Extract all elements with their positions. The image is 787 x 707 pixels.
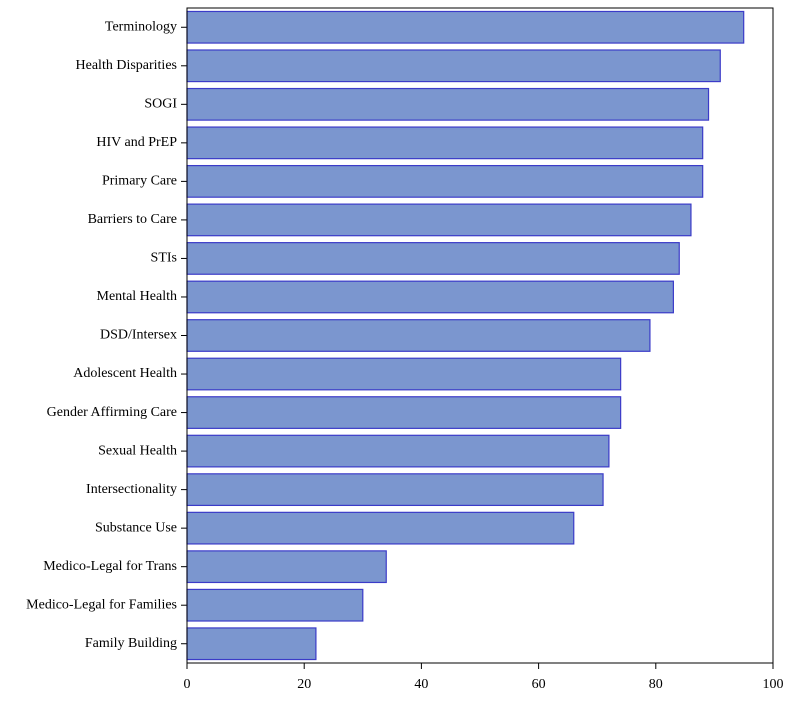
x-tick-label: 100 xyxy=(763,677,784,692)
y-tick-label: Gender Affirming Care xyxy=(47,405,177,420)
bar xyxy=(186,87,710,121)
bar xyxy=(186,588,364,622)
bar xyxy=(186,203,692,237)
y-tick-label: STIs xyxy=(151,251,177,266)
y-tick-label: Mental Health xyxy=(97,289,177,304)
bar xyxy=(186,126,704,160)
y-tick-label: Medico-Legal for Trans xyxy=(43,559,177,574)
y-tick-label: SOGI xyxy=(144,97,177,112)
y-tick-label: HIV and PrEP xyxy=(96,135,177,150)
x-tick-label: 20 xyxy=(297,677,311,692)
y-tick-label: Terminology xyxy=(105,19,177,34)
y-tick-label: Intersectionality xyxy=(86,482,177,497)
bar xyxy=(186,49,721,83)
y-tick-label: Adolescent Health xyxy=(73,366,177,381)
x-tick-label: 0 xyxy=(184,677,191,692)
y-tick-label: Substance Use xyxy=(95,520,177,535)
bar xyxy=(186,319,651,352)
bar xyxy=(186,357,622,391)
y-tick-label: Barriers to Care xyxy=(88,212,177,227)
y-tick-label: Primary Care xyxy=(102,174,177,189)
y-tick-label: Sexual Health xyxy=(98,443,177,458)
x-tick-label: 40 xyxy=(414,677,428,692)
bar xyxy=(186,280,674,314)
bar xyxy=(186,473,604,507)
bar xyxy=(186,164,704,198)
bar xyxy=(186,627,317,661)
plot-frame xyxy=(186,7,774,664)
bar xyxy=(186,550,387,584)
y-tick-label: Health Disparities xyxy=(76,58,177,73)
bar xyxy=(186,434,610,468)
bar xyxy=(186,10,745,44)
bar xyxy=(186,511,575,545)
y-tick-label: DSD/Intersex xyxy=(100,328,177,343)
bar xyxy=(186,242,680,275)
x-tick-label: 60 xyxy=(532,677,546,692)
bar xyxy=(186,396,622,429)
y-tick-label: Medico-Legal for Families xyxy=(26,597,177,612)
y-tick-label: Family Building xyxy=(85,636,177,651)
x-tick-label: 80 xyxy=(649,677,663,692)
